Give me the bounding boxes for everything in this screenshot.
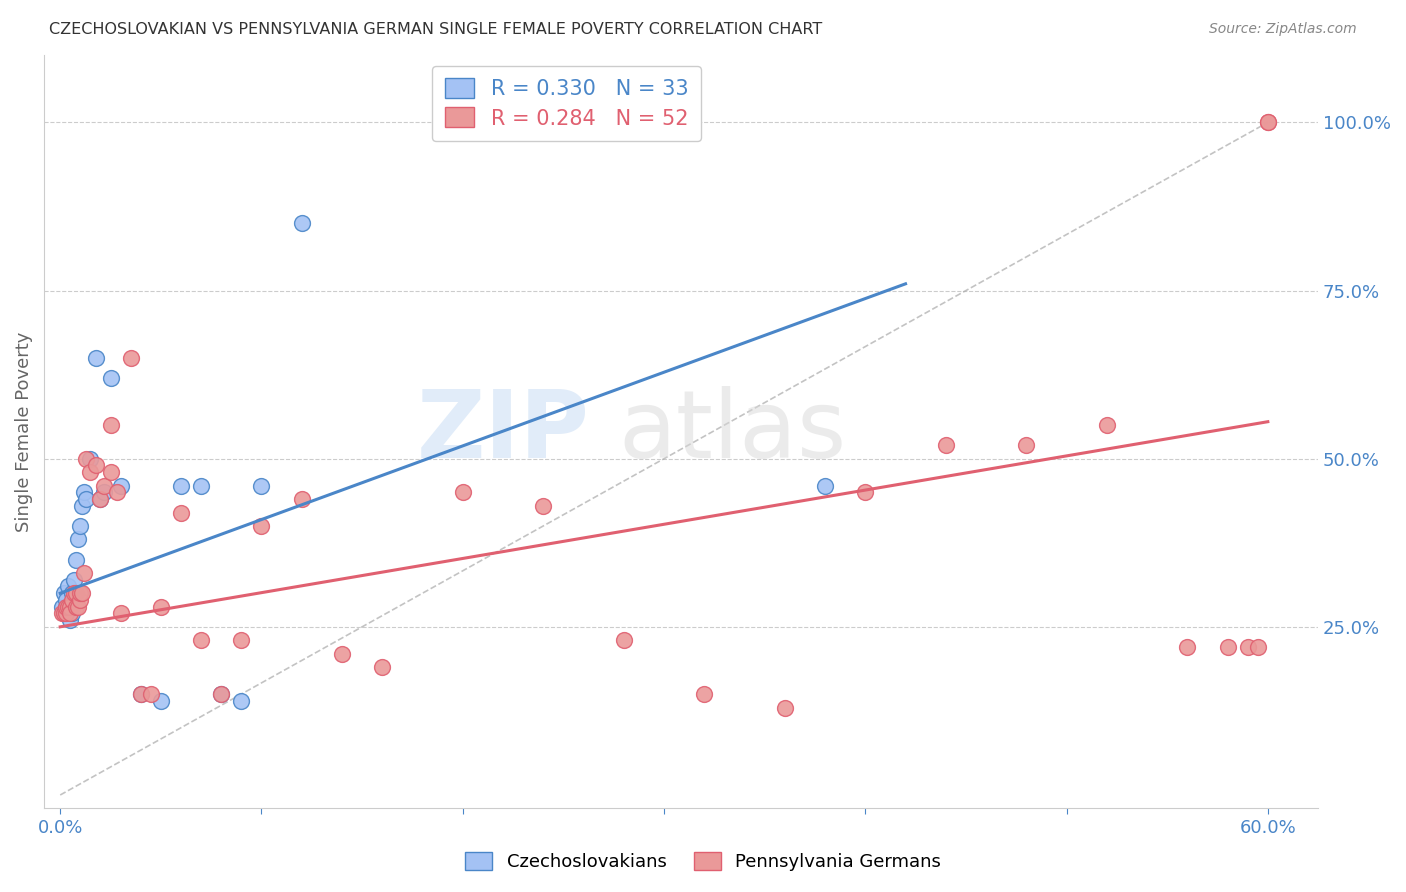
Point	[93, 478, 115, 492]
Point	[60, 586, 83, 600]
Point	[89, 491, 111, 506]
Point	[1257, 115, 1279, 129]
Point	[129, 687, 152, 701]
Point	[73, 566, 96, 580]
Point	[1257, 115, 1279, 129]
Point	[55, 593, 77, 607]
Legend: R = 0.330   N = 33, R = 0.284   N = 52: R = 0.330 N = 33, R = 0.284 N = 52	[432, 65, 700, 141]
Point	[75, 451, 97, 466]
Point	[73, 485, 96, 500]
Point	[935, 438, 957, 452]
Point	[291, 491, 314, 506]
Point	[170, 478, 193, 492]
Point	[250, 519, 273, 533]
Point	[1216, 640, 1239, 654]
Point	[65, 552, 87, 566]
Point	[120, 351, 142, 365]
Point	[79, 465, 101, 479]
Point	[231, 694, 253, 708]
Point	[51, 599, 73, 614]
Text: CZECHOSLOVAKIAN VS PENNSYLVANIA GERMAN SINGLE FEMALE POVERTY CORRELATION CHART: CZECHOSLOVAKIAN VS PENNSYLVANIA GERMAN S…	[49, 22, 823, 37]
Point	[1095, 418, 1118, 433]
Point	[86, 458, 108, 473]
Point	[105, 485, 128, 500]
Point	[58, 599, 80, 614]
Point	[814, 478, 837, 492]
Point	[209, 687, 232, 701]
Point	[86, 351, 108, 365]
Legend: Czechoslovakians, Pennsylvania Germans: Czechoslovakians, Pennsylvania Germans	[458, 846, 948, 879]
Point	[250, 478, 273, 492]
Point	[1247, 640, 1270, 654]
Point	[773, 700, 796, 714]
Point	[55, 599, 77, 614]
Point	[63, 586, 86, 600]
Point	[231, 633, 253, 648]
Point	[60, 593, 83, 607]
Point	[53, 586, 76, 600]
Point	[53, 607, 76, 621]
Point	[63, 573, 86, 587]
Text: Source: ZipAtlas.com: Source: ZipAtlas.com	[1209, 22, 1357, 37]
Point	[853, 485, 876, 500]
Point	[72, 499, 94, 513]
Point	[129, 687, 152, 701]
Point	[100, 371, 122, 385]
Point	[93, 485, 115, 500]
Point	[69, 593, 91, 607]
Text: atlas: atlas	[619, 386, 846, 478]
Y-axis label: Single Female Poverty: Single Female Poverty	[15, 332, 32, 532]
Point	[53, 607, 76, 621]
Point	[613, 633, 636, 648]
Point	[58, 607, 80, 621]
Point	[110, 607, 132, 621]
Point	[58, 579, 80, 593]
Point	[149, 599, 172, 614]
Point	[75, 491, 97, 506]
Point	[1175, 640, 1198, 654]
Point	[170, 506, 193, 520]
Point	[209, 687, 232, 701]
Point	[67, 599, 90, 614]
Point	[1015, 438, 1038, 452]
Point	[59, 599, 82, 614]
Point	[693, 687, 716, 701]
Point	[139, 687, 162, 701]
Point	[67, 533, 90, 547]
Point	[100, 465, 122, 479]
Point	[371, 660, 394, 674]
Point	[69, 519, 91, 533]
Point	[59, 599, 82, 614]
Point	[59, 613, 82, 627]
Point	[55, 607, 77, 621]
Point	[51, 607, 73, 621]
Point	[79, 451, 101, 466]
Point	[65, 599, 87, 614]
Point	[190, 478, 212, 492]
Text: ZIP: ZIP	[416, 386, 589, 478]
Point	[110, 478, 132, 492]
Point	[55, 599, 77, 614]
Point	[65, 586, 87, 600]
Point	[72, 586, 94, 600]
Point	[330, 647, 353, 661]
Point	[291, 216, 314, 230]
Point	[190, 633, 212, 648]
Point	[60, 607, 83, 621]
Point	[59, 607, 82, 621]
Point	[451, 485, 474, 500]
Point	[89, 491, 111, 506]
Point	[149, 694, 172, 708]
Point	[100, 418, 122, 433]
Point	[1236, 640, 1258, 654]
Point	[69, 586, 91, 600]
Point	[531, 499, 554, 513]
